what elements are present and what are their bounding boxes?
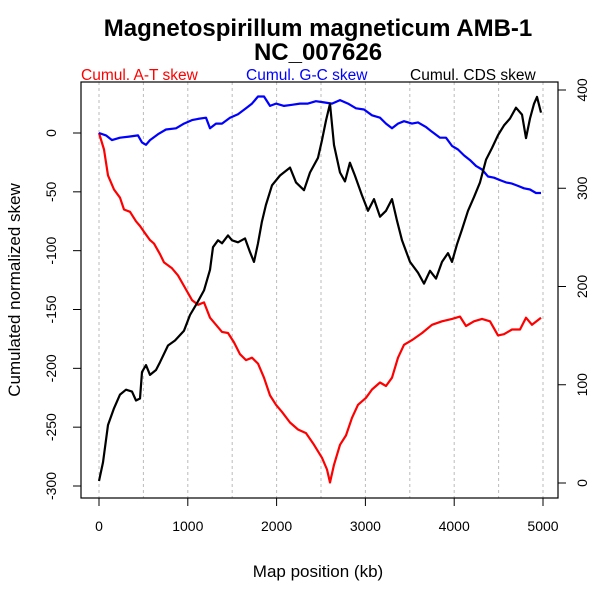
chart-subtitle: NC_007626 — [254, 39, 382, 66]
y-left-tick-label: -200 — [43, 354, 59, 382]
x-tick-label: 4000 — [439, 518, 470, 534]
x-tick-label: 2000 — [261, 518, 292, 534]
x-tick-label: 0 — [95, 518, 103, 534]
x-tick-label: 3000 — [350, 518, 381, 534]
x-tick-label: 1000 — [172, 518, 203, 534]
series-line-cds-skew — [97, 95, 543, 482]
legend-at-skew: Cumul. A-T skew — [81, 67, 199, 84]
y-right-tick-label: 100 — [574, 373, 590, 397]
plot-frame — [80, 81, 559, 499]
legend-cds-skew: Cumul. CDS skew — [410, 67, 537, 84]
series-line-at-skew — [97, 132, 542, 484]
y-left-tick-label: 0 — [43, 129, 59, 137]
y-right-tick-label: 0 — [574, 479, 590, 487]
y-left-tick-label: -100 — [43, 236, 59, 264]
y-right-tick-label: 200 — [574, 275, 590, 299]
y-right-tick-label: 400 — [574, 78, 590, 102]
x-tick-label: 5000 — [527, 518, 558, 534]
y-left-tick-label: -250 — [43, 413, 59, 441]
legend-gc-skew: Cumul. G-C skew — [246, 67, 368, 84]
y-axis-label: Cumulated normalized skew — [5, 183, 24, 397]
y-right-tick-label: 300 — [574, 176, 590, 200]
y-left-tick-label: -150 — [43, 295, 59, 323]
x-axis-label: Map position (kb) — [253, 562, 383, 581]
y-left-tick-label: -50 — [43, 182, 59, 202]
series-line-gc-skew — [98, 95, 541, 195]
y-left-tick-label: -300 — [43, 472, 59, 500]
chart-title: Magnetospirillum magneticum AMB-1 — [104, 15, 532, 42]
